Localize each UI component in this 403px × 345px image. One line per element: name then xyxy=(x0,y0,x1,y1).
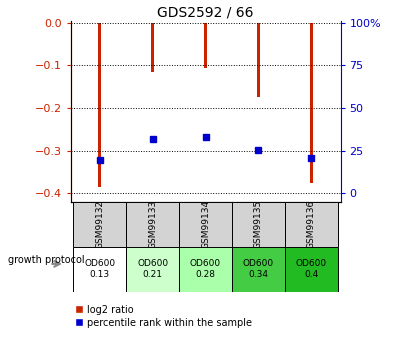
Text: OD600
0.21: OD600 0.21 xyxy=(137,259,168,279)
Text: GSM99132: GSM99132 xyxy=(95,200,104,249)
Bar xyxy=(126,247,179,292)
Bar xyxy=(73,247,126,292)
Text: OD600
0.13: OD600 0.13 xyxy=(84,259,115,279)
Title: GDS2592 / 66: GDS2592 / 66 xyxy=(157,6,254,20)
Text: OD600
0.28: OD600 0.28 xyxy=(190,259,221,279)
Bar xyxy=(151,23,154,72)
Text: GSM99135: GSM99135 xyxy=(254,200,263,249)
Text: OD600
0.34: OD600 0.34 xyxy=(243,259,274,279)
Text: GSM99133: GSM99133 xyxy=(148,200,157,249)
Text: GSM99134: GSM99134 xyxy=(201,200,210,249)
Bar xyxy=(73,202,126,247)
Bar xyxy=(126,202,179,247)
Bar xyxy=(257,23,260,97)
Bar xyxy=(285,247,338,292)
Text: growth protocol: growth protocol xyxy=(8,256,85,265)
Bar xyxy=(232,202,285,247)
Bar xyxy=(98,23,102,187)
Text: GSM99136: GSM99136 xyxy=(307,200,316,249)
Bar xyxy=(179,202,232,247)
Legend: log2 ratio, percentile rank within the sample: log2 ratio, percentile rank within the s… xyxy=(75,305,252,328)
Text: OD600
0.4: OD600 0.4 xyxy=(296,259,327,279)
Bar xyxy=(310,23,313,183)
Bar xyxy=(285,202,338,247)
Bar xyxy=(179,247,232,292)
Bar xyxy=(232,247,285,292)
Bar xyxy=(204,23,208,68)
